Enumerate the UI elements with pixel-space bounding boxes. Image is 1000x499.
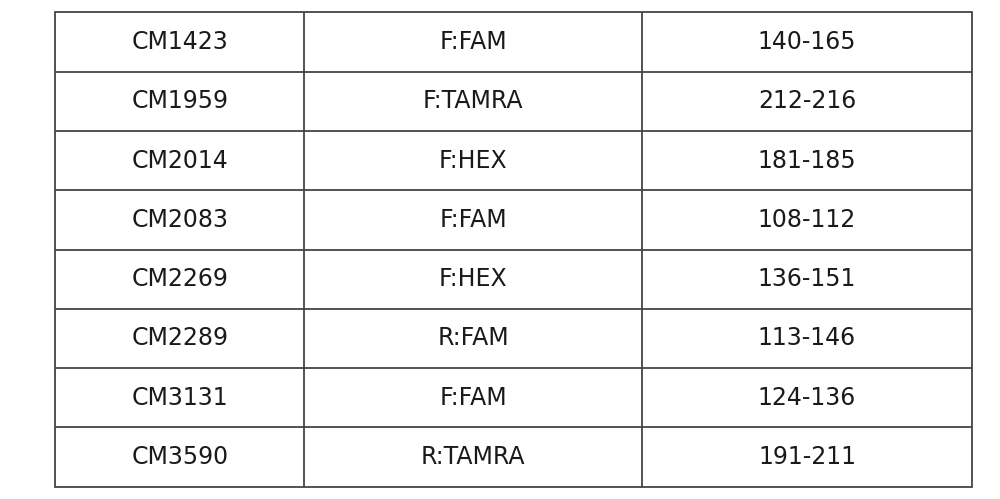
- Text: F:FAM: F:FAM: [439, 30, 507, 54]
- Text: 181-185: 181-185: [758, 149, 856, 173]
- Text: CM2269: CM2269: [131, 267, 228, 291]
- Text: R:FAM: R:FAM: [437, 326, 509, 350]
- Text: F:FAM: F:FAM: [439, 208, 507, 232]
- Text: F:HEX: F:HEX: [439, 149, 507, 173]
- Text: 124-136: 124-136: [758, 386, 856, 410]
- Text: 136-151: 136-151: [758, 267, 856, 291]
- Text: 191-211: 191-211: [758, 445, 856, 469]
- Text: R:TAMRA: R:TAMRA: [421, 445, 525, 469]
- Text: CM3590: CM3590: [131, 445, 228, 469]
- Text: CM2014: CM2014: [131, 149, 228, 173]
- Text: CM1959: CM1959: [131, 89, 228, 113]
- Text: 108-112: 108-112: [758, 208, 856, 232]
- Text: F:TAMRA: F:TAMRA: [423, 89, 523, 113]
- Text: F:HEX: F:HEX: [439, 267, 507, 291]
- Text: CM1423: CM1423: [131, 30, 228, 54]
- Text: 140-165: 140-165: [758, 30, 856, 54]
- Text: CM2289: CM2289: [131, 326, 228, 350]
- Text: CM2083: CM2083: [131, 208, 228, 232]
- Text: 212-216: 212-216: [758, 89, 856, 113]
- Text: F:FAM: F:FAM: [439, 386, 507, 410]
- Text: CM3131: CM3131: [131, 386, 228, 410]
- Text: 113-146: 113-146: [758, 326, 856, 350]
